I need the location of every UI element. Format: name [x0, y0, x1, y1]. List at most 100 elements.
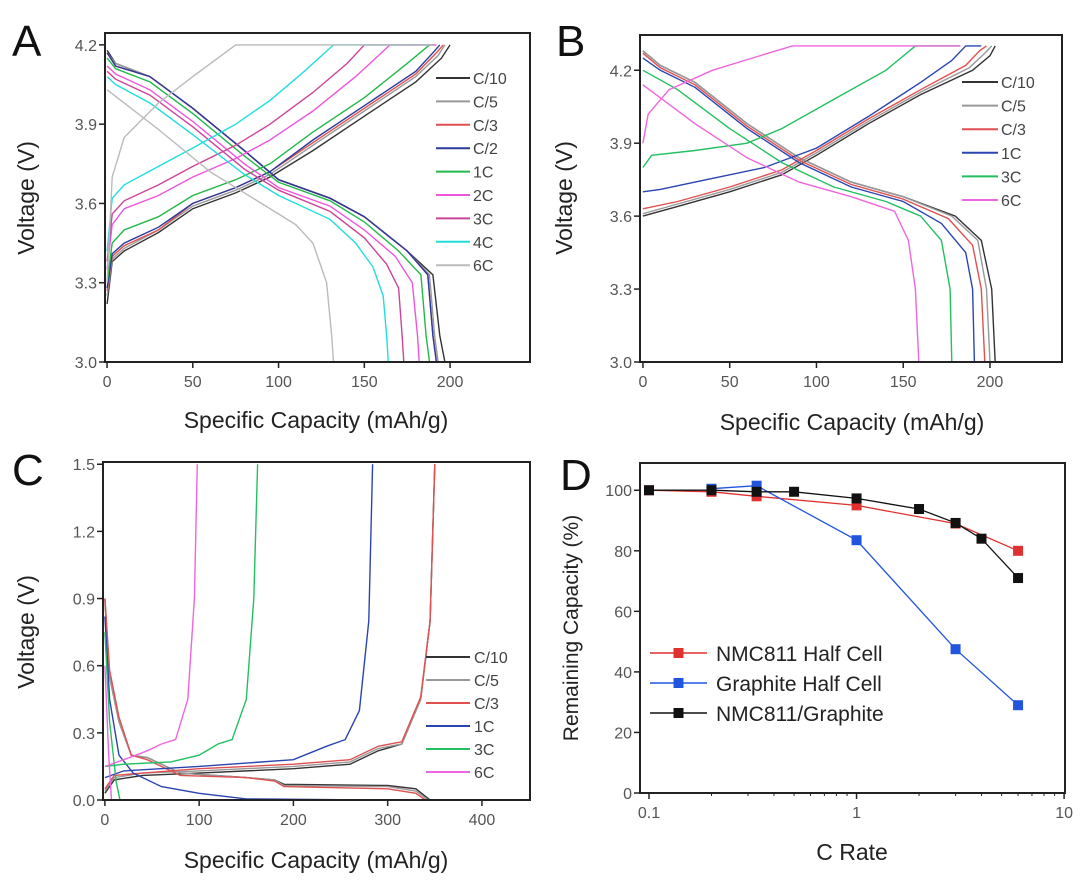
panel-b: 0 50 100 150 200 3.0 3.3 3.6 3.9 4.2 C/10 C/5 C/3 1C 3… — [610, 34, 1063, 391]
y-tick-label: 3.3 — [610, 282, 632, 299]
legend-label: 1C — [1001, 146, 1021, 163]
x-tick-label: 0.1 — [638, 805, 660, 822]
y-tick-label: 0.3 — [73, 726, 95, 743]
plot-area — [104, 464, 436, 800]
series-3C-charge-line — [104, 464, 259, 768]
series-C/5-charge-line — [104, 464, 436, 792]
x-tick-label: 0 — [100, 812, 109, 829]
series-6C-discharge-line — [104, 665, 113, 800]
panel-c-y-axis-title: Voltage (V) — [13, 575, 39, 689]
series-C/3-charge-line — [642, 45, 987, 210]
series-C/3-discharge-line — [642, 52, 986, 362]
series-C/5-charge-line — [106, 44, 446, 296]
series-C/5-discharge-line — [106, 52, 439, 362]
series-3C-discharge-line — [104, 632, 121, 800]
legend-label: NMC811 Half Cell — [716, 643, 883, 666]
y-tick-label: 4.2 — [610, 63, 632, 80]
data-point — [950, 517, 961, 528]
plot-frame — [639, 34, 1063, 363]
y-tick-label: 20 — [614, 725, 632, 742]
panel-label-d: D — [560, 451, 592, 500]
panel-label-c: C — [12, 446, 44, 495]
data-point — [851, 535, 862, 546]
series-4C-charge-line — [106, 44, 430, 252]
panel-d-y-axis-title: Remaining Capacity (%) — [560, 515, 583, 741]
series-3C-discharge-line — [106, 70, 405, 362]
plot-frame — [104, 32, 531, 363]
x-tick-label: 200 — [437, 374, 464, 391]
legend-label: C/3 — [474, 696, 499, 713]
x-tick-label: 300 — [374, 812, 401, 829]
panel-c: 0 100 200 300 400 0.0 0.3 0.6 0.9 1.2 1.5 C/10 C/5 C/… — [73, 457, 531, 829]
y-tick-label: 1.5 — [73, 457, 95, 474]
series-C/10-charge-line — [104, 464, 436, 794]
legend-label: C/10 — [1001, 75, 1035, 92]
series-C/10-charge-line — [106, 44, 451, 304]
y-tick-label: 80 — [614, 544, 632, 561]
legend-label: 2C — [473, 188, 493, 205]
y-tick-label: 60 — [614, 604, 632, 621]
data-point — [751, 486, 762, 497]
legend-marker — [673, 678, 684, 688]
legend-label: 6C — [1001, 193, 1021, 210]
legend-marker — [673, 708, 684, 718]
legend-label: 1C — [473, 165, 493, 182]
series-C/2-discharge-line — [106, 52, 438, 362]
plot-area — [106, 44, 451, 362]
y-tick-label: 1.2 — [73, 524, 95, 541]
legend-label: C/3 — [473, 118, 498, 135]
series-6C-charge-line — [642, 45, 961, 144]
y-tick-label: 3.3 — [75, 276, 97, 293]
series-C/10-charge-line — [642, 45, 996, 217]
x-tick-label: 150 — [890, 374, 917, 391]
x-tick-label: 100 — [186, 812, 213, 829]
legend-label: C/5 — [474, 673, 499, 690]
x-tick-label: 100 — [265, 374, 292, 391]
plot-area — [642, 45, 996, 362]
data-point — [706, 485, 717, 496]
y-tick-label: 0.0 — [73, 793, 95, 810]
data-point — [851, 500, 862, 511]
x-tick-label: 200 — [977, 374, 1004, 391]
data-point — [1013, 700, 1024, 711]
legend-marker — [673, 648, 684, 658]
panel-b-x-axis-title: Specific Capacity (mAh/g) — [720, 409, 985, 435]
x-tick-label: 10 — [1055, 805, 1073, 822]
series-6C-charge-line — [106, 44, 433, 283]
x-tick-label: 0 — [103, 374, 112, 391]
panel-label-b: B — [556, 17, 585, 66]
panel-d-x-axis-title: C Rate — [816, 839, 888, 865]
x-tick-label: 50 — [184, 374, 202, 391]
series-1C-discharge-line — [106, 57, 431, 362]
series-3C-charge-line — [642, 45, 961, 168]
series-1C-charge-line — [642, 45, 982, 193]
y-tick-label: 100 — [605, 483, 632, 500]
series-6C-discharge-line — [106, 89, 335, 362]
y-tick-label: 3.9 — [75, 117, 97, 134]
x-tick-label: 150 — [351, 374, 378, 391]
series-6C-discharge-line — [642, 84, 920, 362]
legend-label: 6C — [473, 258, 493, 275]
legend-label: 1C — [474, 719, 494, 736]
y-tick-label: 4.2 — [75, 38, 97, 55]
y-tick-label: 3.0 — [610, 355, 632, 372]
data-point — [976, 533, 987, 544]
series-1C-charge-line — [106, 44, 433, 283]
plot-frame — [102, 461, 531, 801]
series-C/3-charge-line — [104, 464, 436, 790]
legend-label: 4C — [473, 235, 493, 252]
x-tick-label: 0 — [638, 374, 647, 391]
series-1C-discharge-line — [104, 616, 369, 800]
panel-c-x-axis-title: Specific Capacity (mAh/g) — [184, 847, 449, 873]
y-tick-label: 0.6 — [73, 659, 95, 676]
data-point — [1013, 573, 1024, 584]
series-4C-discharge-line — [106, 76, 389, 362]
x-tick-label: 200 — [280, 812, 307, 829]
data-point — [789, 486, 800, 497]
legend-label: 3C — [473, 211, 493, 228]
legend-label: C/3 — [1001, 122, 1026, 139]
legend-label: Graphite Half Cell — [716, 673, 882, 696]
data-point — [851, 493, 862, 504]
